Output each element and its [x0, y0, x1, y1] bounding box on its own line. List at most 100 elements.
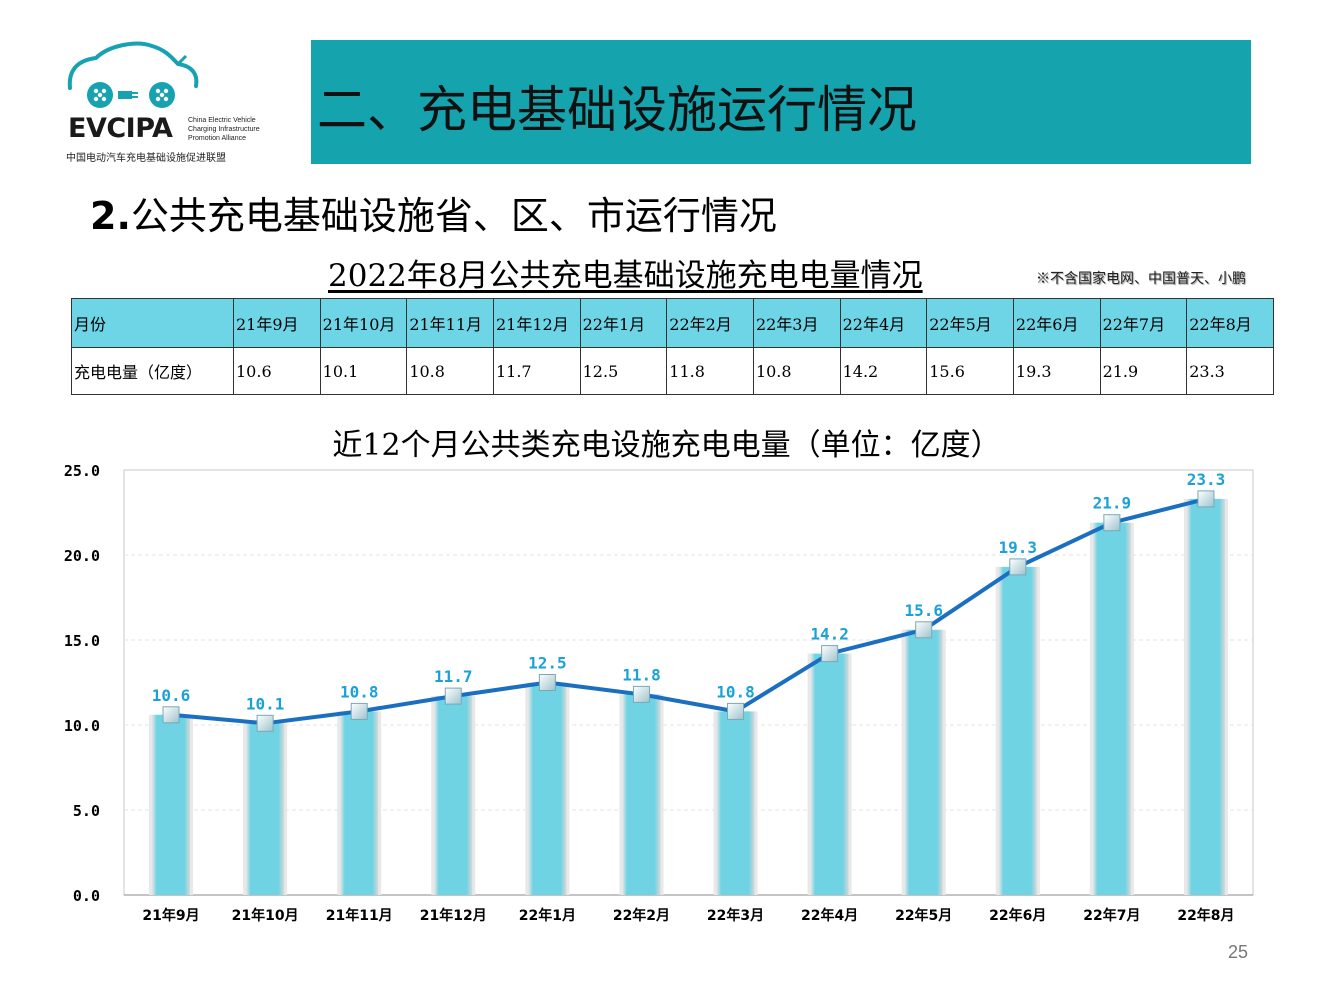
plot-area [123, 469, 1254, 896]
bar [904, 629, 943, 895]
section-number: 2. [90, 194, 131, 238]
table-cell: 12.5 [579, 347, 668, 395]
logo-wordmark: EVCIPA [68, 113, 173, 144]
table-header-cell: 21年12月 [492, 298, 581, 348]
table-header-cell: 21年10月 [319, 298, 408, 348]
x-tick-label: 21年12月 [420, 907, 487, 924]
bar [246, 723, 285, 895]
bar [1186, 498, 1225, 895]
logo-subtitle-line: Charging Infrastructure [188, 126, 260, 133]
table-header-cell: 22年5月 [926, 298, 1014, 348]
table-title: 2022年8月公共充电基础设施充电电量情况 [328, 258, 923, 294]
data-point [1197, 490, 1215, 508]
series-line [170, 496, 1207, 726]
table-cell: 14.2 [839, 347, 928, 395]
data-label: 19.3 [999, 538, 1038, 557]
evcipa-logo: EVCIPA China Electric Vehicle Charging I… [60, 38, 275, 168]
x-tick-label: 21年11月 [326, 907, 393, 924]
data-point [915, 621, 933, 639]
y-tick-label: 15.0 [64, 632, 100, 650]
bar [1092, 522, 1131, 895]
x-tick-label: 22年5月 [895, 907, 952, 924]
logo-subtitle-cn: 中国电动汽车充电基础设施促进联盟 [66, 153, 226, 164]
y-tick-label: 25.0 [64, 462, 100, 480]
table-cell: 11.8 [666, 347, 754, 395]
bar [528, 682, 567, 895]
table-cell: 11.7 [492, 347, 581, 395]
x-tick-label: 22年4月 [801, 907, 858, 924]
data-point [821, 645, 839, 663]
bar [622, 694, 661, 895]
table-cell: 21.9 [1099, 347, 1188, 395]
x-tick-label: 22年7月 [1083, 907, 1140, 924]
header-banner: 二、充电基础设施运行情况 [311, 40, 1251, 164]
x-tick-label: 22年8月 [1177, 907, 1234, 924]
y-tick-label: 5.0 [73, 802, 100, 820]
logo-subtitle-line: Promotion Alliance [188, 135, 246, 142]
table-header-cell: 22年2月 [666, 298, 754, 348]
page-number: 25 [1228, 942, 1249, 962]
data-table: 月份 21年9月 21年10月 21年11月 21年12月 22年1月 22年2… [71, 298, 1274, 395]
x-tick-label: 21年9月 [142, 907, 199, 924]
table-cell: 10.6 [233, 347, 321, 395]
data-point [350, 702, 368, 720]
y-tick-label: 0.0 [73, 887, 100, 905]
table-header-cell: 22年7月 [1099, 298, 1188, 348]
table-header-cell: 22年8月 [1186, 298, 1274, 348]
table-header-cell: 22年1月 [579, 298, 668, 348]
x-tick-label: 22年2月 [613, 907, 670, 924]
data-label: 21.9 [1093, 494, 1132, 513]
table-cell: 10.8 [406, 347, 494, 395]
section-title: 2.公共充电基础设施省、区、市运行情况 [90, 185, 777, 240]
table-row-label: 充电电量（亿度） [71, 347, 234, 395]
data-point [256, 714, 274, 732]
table-header-label: 月份 [71, 298, 234, 348]
data-point [632, 685, 650, 703]
data-label: 23.3 [1187, 470, 1226, 489]
table-cell: 10.8 [752, 347, 841, 395]
data-label: 10.1 [246, 694, 285, 713]
data-point [162, 706, 180, 724]
data-label: 11.8 [622, 665, 661, 684]
data-point [538, 674, 556, 691]
data-label: 15.6 [904, 601, 943, 620]
car-plug-icon [67, 41, 199, 108]
data-point [727, 702, 745, 720]
data-point [1009, 558, 1027, 576]
bar [340, 711, 379, 895]
y-tick-label: 10.0 [64, 717, 100, 735]
bar [716, 711, 755, 895]
data-label: 12.5 [528, 654, 567, 673]
bar [434, 696, 473, 895]
x-tick-label: 21年10月 [232, 907, 299, 924]
table-header-cell: 22年4月 [839, 298, 928, 348]
table-header-cell: 21年9月 [233, 298, 321, 348]
bar [810, 653, 849, 895]
x-tick-label: 22年6月 [989, 907, 1046, 924]
logo-subtitle-en: China Electric Vehicle Charging Infrastr… [188, 116, 278, 143]
table-note: ※不含国家电网、中国普天、小鹏 [1036, 271, 1246, 287]
table-cell: 19.3 [1012, 347, 1101, 395]
data-label: 10.8 [716, 682, 755, 701]
bar [998, 566, 1037, 895]
data-label: 14.2 [810, 625, 849, 644]
chart-title: 近12个月公共类充电设施充电电量（单位：亿度） [332, 428, 1001, 463]
table-cell: 15.6 [926, 347, 1014, 395]
data-label: 10.6 [152, 686, 191, 705]
logo-subtitle-line: China Electric Vehicle [188, 117, 256, 124]
banner-title: 二、充电基础设施运行情况 [317, 81, 917, 139]
x-tick-label: 22年1月 [519, 907, 576, 924]
y-tick-label: 20.0 [64, 547, 100, 565]
x-tick-label: 22年3月 [707, 907, 764, 924]
data-point [444, 687, 462, 705]
data-label: 11.7 [434, 667, 473, 686]
table-cell: 10.1 [319, 347, 408, 395]
data-label: 10.8 [340, 682, 379, 701]
table-value-row: 充电电量（亿度） 10.6 10.1 10.8 11.7 12.5 11.8 1… [71, 347, 1274, 395]
table-header-cell: 22年3月 [752, 298, 841, 348]
data-point [1103, 514, 1121, 532]
table-cell: 23.3 [1186, 347, 1274, 395]
section-title-text: 公共充电基础设施省、区、市运行情况 [130, 194, 777, 238]
bar [152, 714, 191, 895]
